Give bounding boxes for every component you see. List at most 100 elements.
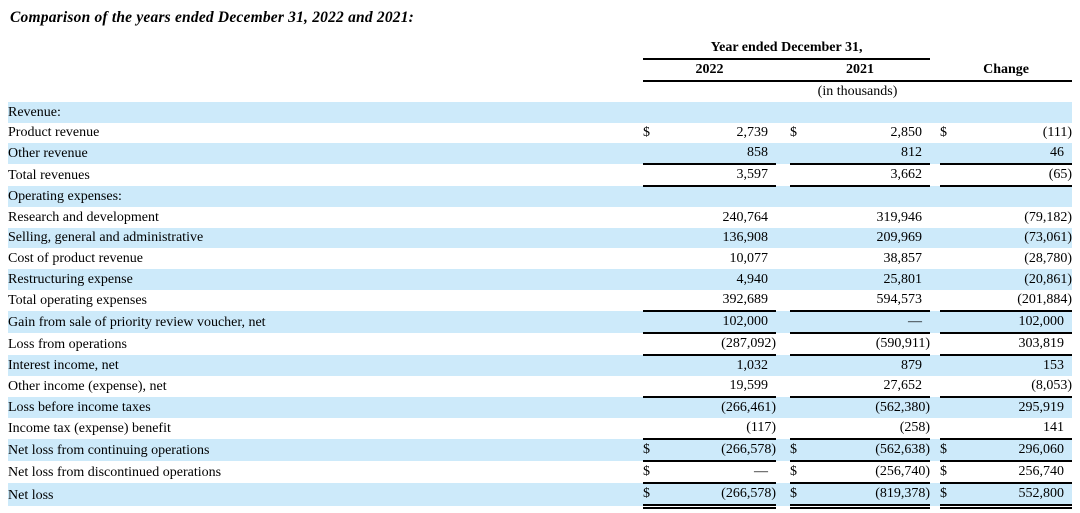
value-change: 552,800 (958, 482, 1073, 509)
value-change: (28,780) (1024, 251, 1073, 267)
column-gap (776, 143, 790, 165)
table-row: Selling, general and administrative 136,9… (8, 227, 1073, 249)
table-row: Research and development 240,764 319,946 (7… (8, 207, 1072, 228)
value-2022: 19,599 (661, 375, 776, 398)
column-gap (930, 290, 940, 311)
value-2022: (266,461) (661, 396, 776, 418)
table-row: Net loss from discontinued operations $ — $… (8, 460, 1073, 484)
dollar-sign (940, 417, 959, 440)
column-gap (930, 396, 941, 418)
table-row: Cost of product revenue 10,077 38,857 (28,7… (8, 248, 1072, 269)
value-2022 (661, 186, 776, 208)
column-gap (776, 310, 790, 333)
column-gap (776, 438, 790, 461)
row-label: Cost of product revenue (8, 251, 143, 267)
table-row: Other revenue 858 812 46 (8, 143, 1073, 166)
column-gap (776, 186, 790, 208)
value-2021 (808, 186, 931, 208)
value-2021: 25,801 (808, 269, 931, 290)
column-header-2021: 2021 (790, 59, 931, 82)
value-2021: 38,857 (883, 251, 923, 267)
dollar-sign (643, 227, 661, 249)
column-gap (930, 418, 940, 439)
value-2021: 3,662 (808, 164, 931, 188)
value-2022: 136,908 (661, 227, 776, 249)
row-label: Net loss (8, 482, 643, 507)
table-row: Product revenue $2,739 $2,850 $ (111) (8, 123, 1072, 144)
column-gap (930, 164, 940, 186)
dollar-sign: $ (940, 482, 959, 509)
dollar-sign: $ (790, 438, 808, 462)
value-2021: 879 (808, 354, 931, 376)
page-title: Comparison of the years ended December 3… (10, 9, 415, 26)
column-gap (930, 461, 940, 483)
value-2022: 240,764 (722, 209, 769, 225)
value-change: 256,740 (958, 460, 1073, 484)
column-header-2022: 2022 (643, 59, 776, 82)
dollar-sign (940, 248, 958, 269)
value-change: 303,819 (958, 332, 1073, 356)
value-2021: 2,850 (890, 125, 923, 141)
dollar-sign (790, 186, 808, 208)
value-2021: (562,380) (808, 396, 931, 418)
column-gap (776, 418, 790, 439)
dollar-sign (790, 375, 808, 398)
value-2021: (562,638) (808, 438, 931, 462)
dollar-sign (643, 207, 661, 228)
column-gap (930, 438, 941, 461)
column-gap (930, 102, 941, 123)
column-gap (930, 482, 941, 507)
column-gap (776, 354, 790, 376)
units-note: (in thousands) (817, 84, 898, 99)
dollar-sign (940, 396, 959, 418)
table-row: Interest income, net 1,032 879 153 (8, 354, 1073, 376)
table-row: Loss from operations (287,092) (590,911) 30… (8, 332, 1073, 356)
row-label: Income tax (expense) benefit (8, 420, 171, 436)
row-label: Net loss from continuing operations (8, 438, 643, 461)
row-label: Loss before income taxes (8, 396, 643, 418)
value-2022: (287,092) (661, 332, 776, 356)
value-change: (111) (1042, 125, 1073, 141)
value-2022: 858 (661, 143, 776, 166)
dollar-sign (940, 207, 958, 228)
header-spacer (8, 81, 643, 102)
dollar-sign (790, 269, 808, 290)
column-gap (776, 59, 790, 82)
dollar-sign: $ (790, 125, 797, 141)
dollar-sign (790, 248, 808, 269)
header-spacer (940, 38, 1072, 59)
dollar-sign (790, 396, 808, 418)
dollar-sign (940, 164, 959, 188)
value-2022: 2,739 (736, 125, 769, 141)
row-label: Product revenue (8, 125, 100, 141)
dollar-sign (643, 310, 661, 334)
column-gap (776, 396, 790, 418)
dollar-sign (790, 417, 808, 440)
table-row: Revenue: (8, 102, 1073, 123)
value-2021: 27,652 (808, 375, 931, 398)
value-change: 102,000 (958, 310, 1073, 334)
value-2021: 319,946 (876, 209, 923, 225)
dollar-sign: $ (940, 438, 959, 462)
column-gap (776, 376, 790, 397)
column-gap (776, 333, 790, 355)
dollar-sign (940, 269, 959, 290)
value-change: 153 (958, 354, 1073, 376)
dollar-sign: $ (643, 125, 650, 141)
value-2021: (256,740) (808, 460, 931, 484)
row-label: Selling, general and administrative (8, 227, 643, 249)
row-label: Loss from operations (8, 336, 127, 352)
financial-comparison-table: Year ended December 31, 2022 2021 Change… (8, 38, 1073, 509)
column-gap (930, 248, 940, 269)
column-gap (776, 248, 790, 269)
header-spacer (8, 38, 643, 59)
column-gap (776, 269, 790, 290)
column-gap (930, 310, 941, 333)
column-gap (930, 333, 940, 355)
column-gap (776, 123, 790, 144)
dollar-sign (643, 102, 661, 123)
year-ended-header: Year ended December 31, (643, 38, 931, 60)
dollar-sign (643, 186, 661, 208)
dollar-sign (940, 354, 959, 376)
dollar-sign (643, 417, 661, 440)
